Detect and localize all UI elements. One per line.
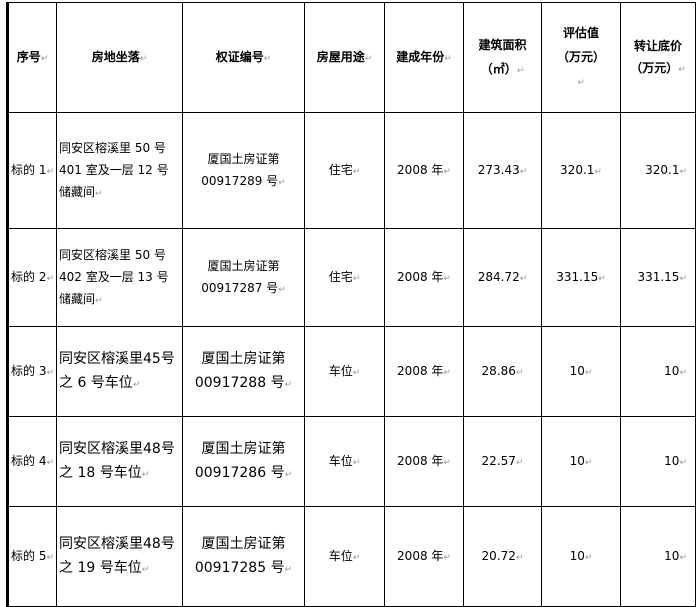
cell-no: 标的 3 xyxy=(6,326,57,417)
cell-area: 284.72 xyxy=(463,228,542,327)
cell-valuation: 10 xyxy=(541,326,621,417)
cell-cert: 厦国土房证第 00917286 号 xyxy=(182,416,305,507)
cell-valuation: 10 xyxy=(541,506,621,607)
table-row: 标的 2 同安区榕溪里 50 号 402 室及一层 13 号储藏间 厦国土房证第… xyxy=(6,228,696,327)
cell-location: 同安区榕溪里48号之 19 号车位 xyxy=(56,506,183,607)
cell-cert: 厦国土房证第 00917285 号 xyxy=(182,506,305,607)
cell-area: 273.43 xyxy=(463,112,542,229)
auction-items-table: 序号 房地坐落 权证编号 房屋用途 建成年份 建筑面积（㎡） 评估值（万元） 转… xyxy=(6,2,696,607)
cell-valuation: 320.1 xyxy=(541,112,621,229)
cell-location: 同安区榕溪里45号之 6 号车位 xyxy=(56,326,183,417)
cell-use: 住宅 xyxy=(304,112,385,229)
cell-valuation: 10 xyxy=(541,416,621,507)
cell-cert: 厦国土房证第 00917289 号 xyxy=(182,112,305,229)
header-no: 序号 xyxy=(6,2,57,113)
table-row: 标的 1 同安区榕溪里 50 号 401 室及一层 12 号储藏间 厦国土房证第… xyxy=(6,112,696,229)
cell-no: 标的 5 xyxy=(6,506,57,607)
cell-year: 2008 年 xyxy=(384,228,464,327)
cell-year: 2008 年 xyxy=(384,416,464,507)
cell-year: 2008 年 xyxy=(384,112,464,229)
cell-valuation: 331.15 xyxy=(541,228,621,327)
cell-reserve: 10 xyxy=(620,326,696,417)
cell-no: 标的 4 xyxy=(6,416,57,507)
cell-use: 住宅 xyxy=(304,228,385,327)
cell-year: 2008 年 xyxy=(384,506,464,607)
cell-no: 标的 1 xyxy=(6,112,57,229)
cell-reserve: 320.1 xyxy=(620,112,696,229)
header-valuation: 评估值（万元） xyxy=(541,2,621,113)
cell-location: 同安区榕溪里 50 号 401 室及一层 12 号储藏间 xyxy=(56,112,183,229)
cell-reserve: 331.15 xyxy=(620,228,696,327)
header-cert: 权证编号 xyxy=(182,2,305,113)
header-row: 序号 房地坐落 权证编号 房屋用途 建成年份 建筑面积（㎡） 评估值（万元） 转… xyxy=(6,2,696,113)
cell-area: 22.57 xyxy=(463,416,542,507)
header-year: 建成年份 xyxy=(384,2,464,113)
cell-no: 标的 2 xyxy=(6,228,57,327)
cell-reserve: 10 xyxy=(620,416,696,507)
cell-use: 车位 xyxy=(304,416,385,507)
cell-area: 20.72 xyxy=(463,506,542,607)
cell-area: 28.86 xyxy=(463,326,542,417)
header-location: 房地坐落 xyxy=(56,2,183,113)
cell-location: 同安区榕溪里48号之 18 号车位 xyxy=(56,416,183,507)
cell-year: 2008 年 xyxy=(384,326,464,417)
cell-location: 同安区榕溪里 50 号 402 室及一层 13 号储藏间 xyxy=(56,228,183,327)
cell-use: 车位 xyxy=(304,326,385,417)
cell-use: 车位 xyxy=(304,506,385,607)
header-area: 建筑面积（㎡） xyxy=(463,2,542,113)
cell-reserve: 10 xyxy=(620,506,696,607)
header-reserve: 转让底价 （万元） xyxy=(620,2,696,113)
cell-cert: 厦国土房证第 00917287 号 xyxy=(182,228,305,327)
header-use: 房屋用途 xyxy=(304,2,385,113)
cell-cert: 厦国土房证第 00917288 号 xyxy=(182,326,305,417)
